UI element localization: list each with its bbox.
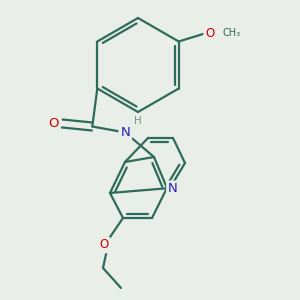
Text: H: H	[134, 116, 142, 127]
Text: CH₃: CH₃	[223, 28, 241, 38]
Text: N: N	[120, 126, 130, 139]
Text: O: O	[99, 238, 109, 251]
Text: O: O	[205, 27, 214, 40]
Text: N: N	[168, 182, 178, 196]
Text: O: O	[48, 117, 58, 130]
